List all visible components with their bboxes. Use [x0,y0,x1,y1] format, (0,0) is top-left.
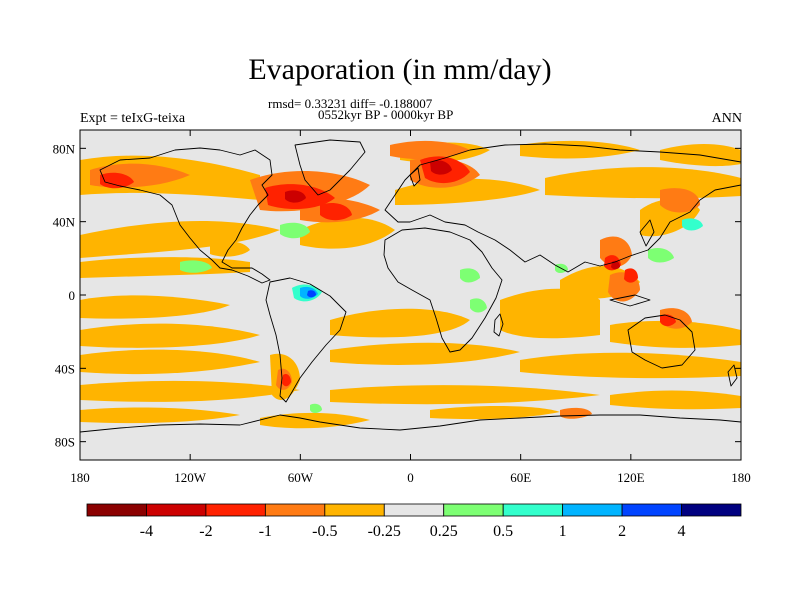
lon-tick-label: 180 [731,470,751,485]
field-level-neg025 [80,140,741,429]
lat-tick-label: 80N [53,141,76,156]
colorbar-label: 1 [559,523,567,540]
colorbar-swatch [205,503,266,517]
coastlines [80,139,741,433]
lon-tick-label: 0 [407,470,414,485]
anomaly-fields [80,139,741,433]
colorbar-label: -0.5 [312,523,337,540]
lat-tick-label: 80S [55,435,75,450]
colorbar-label: 2 [618,523,626,540]
colorbar-swatch [502,503,564,517]
field-level-pos2 [307,290,316,298]
longitude-axis: 180 120W 60W 0 60E 120E 180 [70,130,751,485]
colorbar-label: 0.5 [493,523,513,540]
colorbar-swatch [681,503,742,517]
lon-tick-label: 120W [174,470,207,485]
lat-tick-label: 40N [53,215,76,230]
colorbar-swatch [621,503,682,517]
season-label: ANN [711,111,742,126]
colorbar-label: -4 [140,523,153,540]
period-text: 0552kyr BP - 0000kyr BP [318,107,454,122]
experiment-label: Expt = teIxG-teixa [80,111,186,126]
colorbar-label: 4 [678,523,686,540]
lat-tick-label: 40S [55,361,75,376]
lon-tick-label: 60E [510,470,531,485]
colorbar-swatch [86,503,147,517]
colorbar-label: -2 [199,523,212,540]
lon-tick-label: 180 [70,470,90,485]
latitude-axis: 80N 40N 0 40S 80S [53,141,741,450]
colorbar-swatch [383,503,445,517]
colorbar-swatch [562,503,623,517]
colorbar-swatch [324,503,385,517]
map-title: Evaporation (in mm/day) [248,53,552,86]
lon-tick-label: 120E [617,470,645,485]
lat-tick-label: 0 [69,288,76,303]
colorbar: -4 -2 -1 -0.5 -0.25 0.25 0.5 1 2 4 [86,503,742,540]
colorbar-swatch [443,503,504,517]
colorbar-swatch [146,503,207,517]
colorbar-label: -0.25 [368,523,401,540]
field-level-pos025 [180,222,674,413]
colorbar-label: -1 [259,523,272,540]
colorbar-swatch [264,503,326,517]
colorbar-label: 0.25 [430,523,458,540]
lon-tick-label: 60W [288,470,314,485]
stats-text: rmsd= 0.33231 diff= -0.188007 [268,96,433,111]
